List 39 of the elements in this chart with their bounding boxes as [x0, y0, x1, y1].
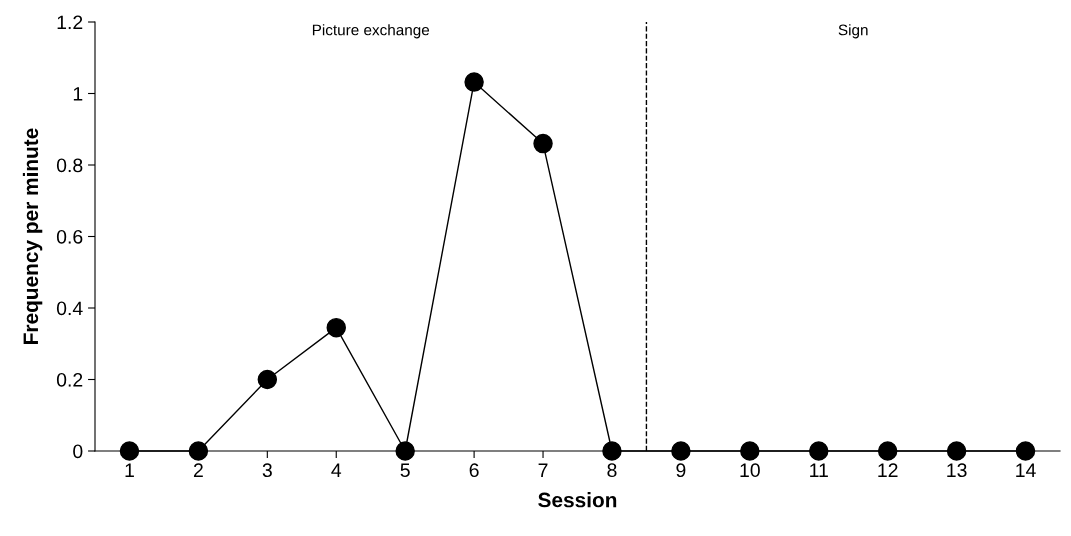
point: [946, 441, 967, 461]
y-axis-title: Frequency per minute: [22, 128, 43, 344]
y-tick-label: 0.8: [56, 158, 83, 173]
x-tick-label: 10: [740, 463, 760, 478]
point: [877, 441, 898, 461]
point: [809, 441, 829, 461]
point: [1015, 441, 1036, 461]
x-tick-label: 7: [538, 463, 548, 477]
point: [464, 72, 484, 92]
x-tick-label: 9: [676, 463, 686, 478]
y-tick-label: 0.4: [56, 301, 83, 316]
point: [740, 441, 760, 461]
point: [671, 441, 691, 461]
point: [395, 441, 415, 461]
y-tick-label: 0.6: [56, 229, 83, 244]
y-tick-label: 0.2: [56, 372, 83, 387]
point: [602, 441, 622, 461]
point: [119, 441, 140, 461]
x-tick-label: 8: [607, 463, 617, 478]
y-tick-label: 0: [73, 444, 83, 459]
x-tick-label: 5: [400, 463, 410, 478]
x-axis-title: Session: [538, 492, 617, 508]
y-tick-label: 1: [73, 87, 83, 101]
x-tick-label: 12: [878, 463, 898, 477]
annotation: Sign: [838, 24, 868, 39]
x-tick-label: 3: [262, 463, 272, 478]
point: [533, 133, 553, 154]
point: [326, 317, 346, 338]
x-tick-label: 1: [125, 463, 134, 477]
point: [257, 369, 278, 390]
x-tick-label: 13: [947, 463, 967, 478]
y-tick-label: 1.2: [57, 15, 83, 30]
x-tick-label: 2: [193, 463, 203, 477]
x-tick-label: 11: [810, 463, 828, 477]
annotation: Picture exchange: [312, 24, 430, 39]
x-tick-label: 6: [469, 463, 479, 478]
point: [188, 441, 209, 461]
x-tick-label: 4: [331, 463, 342, 477]
x-tick-label: 14: [1016, 463, 1036, 477]
